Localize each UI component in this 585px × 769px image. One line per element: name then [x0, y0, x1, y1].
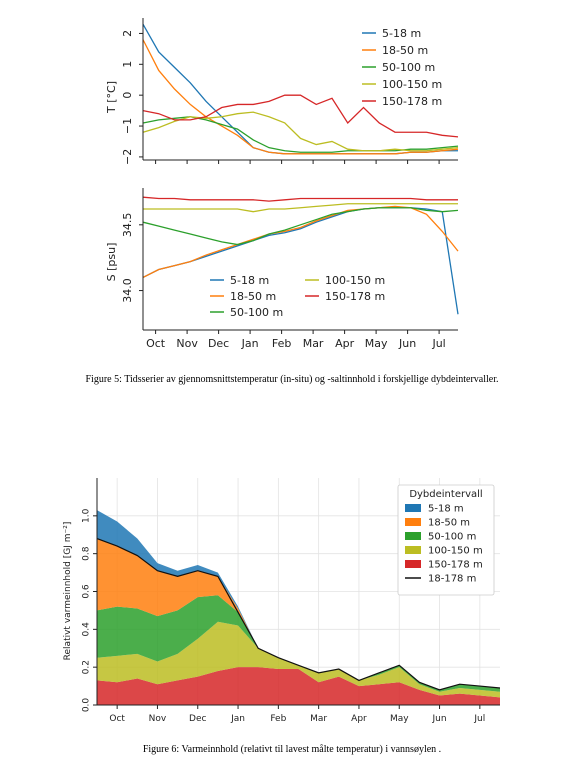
sal-xtick-label: Dec [208, 337, 229, 350]
fig6-ytick-label: 0.8 [82, 546, 92, 561]
sal-xtick-label: Jan [241, 337, 259, 350]
sal-xtick-label: Nov [176, 337, 198, 350]
temp-series-line-50-100-m [142, 116, 459, 153]
fig6-xtick-label: May [390, 714, 409, 724]
fig6-ytick-label: 0.0 [82, 698, 92, 713]
fig6-ytick-label: 0.4 [82, 622, 92, 637]
temp-legend-label-50-100-m: 50-100 m [382, 61, 435, 74]
sal-xtick-label: Mar [303, 337, 324, 350]
fig6-xtick-label: Oct [109, 714, 125, 724]
temp-legend-label-5-18-m: 5-18 m [382, 27, 421, 40]
fig6-legend-swatch-5-18-m [405, 504, 421, 512]
figure5-temperature-panel: T [°C] 2 1 0 −1 −2 5-18 m 18-50 m 50-100 m 100-… [105, 18, 459, 165]
fig6-legend-label-18-178-m: 18-178 m [428, 574, 476, 585]
fig6-legend-label-18-50-m: 18-50 m [428, 518, 470, 529]
fig6-area-100-150-m [97, 621, 500, 698]
temp-ytick-label: 0 [121, 92, 134, 99]
fig6-legend-swatch-150-178-m [405, 560, 421, 568]
sal-legend-label-100-150-m: 100-150 m [325, 274, 385, 287]
sal-legend-label-5-18-m: 5-18 m [230, 274, 269, 287]
figure5-temperature-ylabel: T [°C] [105, 81, 118, 114]
sal-legend-label-18-50-m: 18-50 m [230, 290, 276, 303]
sal-xtick-label: Jun [398, 337, 416, 350]
temp-series-line-150-178-m [142, 94, 459, 138]
temp-series-line-100-150-m [142, 111, 459, 152]
temp-ytick-label: 2 [121, 30, 134, 37]
temp-legend-label-100-150-m: 100-150 m [382, 78, 442, 91]
temp-ytick-label: 1 [121, 61, 134, 68]
figure5-salinity-panel: S [psu] 34.5 34.0 Oct Nov Dec Jan Feb Mar Apr Ma… [105, 188, 459, 350]
fig6-legend-label-5-18-m: 5-18 m [428, 504, 464, 515]
fig6-legend-label-150-178-m: 150-178 m [428, 560, 483, 571]
sal-ytick-label: 34.5 [121, 213, 134, 238]
temp-legend-label-150-178-m: 150-178 m [382, 95, 442, 108]
figure5-salinity-legend: 5-18 m 18-50 m 50-100 m 100-150 m 150-178 m [210, 274, 385, 319]
sal-series-line-100-150-m [143, 203, 458, 213]
sal-legend-label-50-100-m: 50-100 m [230, 306, 283, 319]
sal-ytick-label: 34.0 [121, 278, 134, 303]
sal-xtick-label: Oct [146, 337, 166, 350]
fig6-xtick-label: Apr [351, 714, 367, 724]
temp-ytick-label: −2 [121, 149, 134, 165]
fig6-xtick-label: Jul [473, 714, 485, 724]
sal-xtick-label: Apr [335, 337, 355, 350]
fig6-area-18-50-m [97, 538, 500, 690]
fig6-legend-swatch-50-100-m [405, 532, 421, 540]
fig6-xtick-label: Nov [149, 714, 167, 724]
figure5-caption: Figure 5: Tidsserier av gjennomsnittstem… [86, 374, 499, 385]
figure6-caption: Figure 6: Varmeinnhold (relativt til lav… [143, 744, 441, 755]
temp-series-line-18-50-m [142, 39, 459, 155]
sal-legend-label-150-178-m: 150-178 m [325, 290, 385, 303]
fig6-legend-swatch-100-150-m [405, 546, 421, 554]
fig6-area-50-100-m [97, 595, 500, 692]
fig6-ytick-label: 0.2 [82, 660, 92, 674]
fig6-xtick-label: Jan [230, 714, 245, 724]
figure5-temperature-legend: 5-18 m 18-50 m 50-100 m 100-150 m 150-178 m [362, 27, 442, 108]
figure5-salinity-ylabel: S [psu] [105, 243, 118, 282]
fig6-ytick-label: 1.0 [82, 508, 92, 523]
fig6-xtick-label: Mar [310, 714, 327, 724]
fig6-ytick-label: 0.6 [82, 584, 92, 599]
sal-xtick-label: Feb [272, 337, 291, 350]
figure6-ylabel: Relativt varmeinnhold [GJ m⁻²] [63, 522, 73, 661]
fig6-legend-label-100-150-m: 100-150 m [428, 546, 483, 557]
fig6-xtick-label: Feb [270, 714, 286, 724]
sal-xtick-label: May [365, 337, 388, 350]
fig6-legend-label-50-100-m: 50-100 m [428, 532, 476, 543]
sal-xtick-label: Jul [431, 337, 445, 350]
fig6-xtick-label: Jun [432, 714, 447, 724]
fig6-xtick-label: Dec [189, 714, 206, 724]
sal-series-line-18-50-m [142, 205, 459, 278]
sal-series-line-50-100-m [142, 207, 459, 246]
fig6-legend-swatch-18-50-m [405, 518, 421, 526]
temp-ytick-label: −1 [121, 118, 134, 134]
fig6-total-line-18-178-m [96, 537, 501, 691]
temp-legend-label-18-50-m: 18-50 m [382, 44, 428, 57]
fig6-legend-title: Dybdeintervall [409, 489, 482, 500]
figure6-heat-content-chart: 0.0 0.2 0.4 0.6 0.8 1.0 Oct Nov Dec Jan Feb Mar Apr… [63, 478, 501, 724]
figure6-legend: Dybdeintervall 5-18 m 18-50 m 50-100 m 100-1… [397, 484, 495, 596]
sal-series-line-150-178-m [142, 196, 458, 202]
fig6-legend-frame [397, 484, 495, 596]
